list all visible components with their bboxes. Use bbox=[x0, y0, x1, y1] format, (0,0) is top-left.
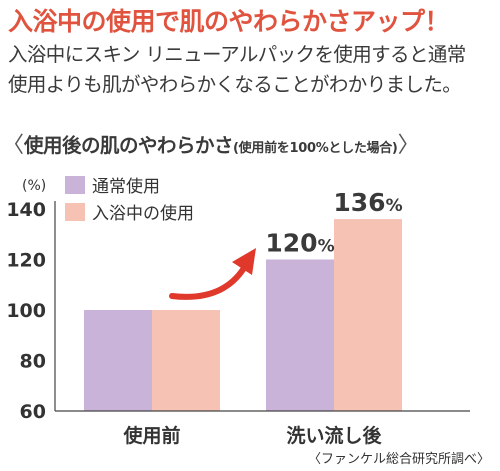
x-tick-label: 使用前 bbox=[122, 424, 180, 447]
data-label: 136% bbox=[333, 188, 402, 217]
bar-0-1 bbox=[152, 310, 220, 411]
y-tick-label: 80 bbox=[20, 351, 46, 373]
legend-label: 通常使用 bbox=[92, 176, 160, 197]
trend-arrow-shaft bbox=[169, 265, 247, 300]
y-tick-label: 120 bbox=[6, 250, 46, 272]
y-tick-label: 140 bbox=[6, 199, 46, 221]
chart-heading: 〈使用後の肌のやわらかさ(使用前を100%とした場合)〉 bbox=[2, 127, 420, 159]
data-label: 120% bbox=[265, 229, 334, 258]
intro-text: 入浴中にスキン リニューアルパックを使用すると通常 使用よりも肌がやわらかくなる… bbox=[8, 40, 466, 100]
intro-line-1: 入浴中にスキン リニューアルパックを使用すると通常 bbox=[8, 43, 466, 66]
bar-1-0 bbox=[266, 259, 334, 411]
y-tick-label: 100 bbox=[6, 300, 46, 322]
x-tick-label: 洗い流し後 bbox=[286, 424, 382, 447]
chart-title: 使用後の肌のやわらかさ bbox=[24, 134, 234, 157]
trend-arrow-head bbox=[232, 248, 256, 275]
legend-swatch bbox=[65, 203, 85, 221]
chart-heading-open-bracket: 〈 bbox=[2, 133, 25, 158]
source-note: 〈ファンケル総合研究所調べ〉 bbox=[307, 452, 490, 467]
legend-label: 入浴中の使用 bbox=[92, 203, 194, 224]
chart-subtitle: (使用前を100%とした場合) bbox=[233, 141, 398, 156]
y-unit-label: (%) bbox=[22, 178, 46, 194]
legend-swatch bbox=[65, 176, 85, 194]
intro-line-2: 使用よりも肌がやわらかくなることがわかりました。 bbox=[8, 73, 462, 96]
headline: 入浴中の使用で肌のやわらかさアップ！ bbox=[8, 7, 450, 36]
y-tick-label: 60 bbox=[20, 401, 46, 423]
bar-0-0 bbox=[84, 310, 152, 411]
chart-heading-close-bracket: 〉 bbox=[397, 133, 420, 158]
bar-1-1 bbox=[334, 219, 402, 411]
